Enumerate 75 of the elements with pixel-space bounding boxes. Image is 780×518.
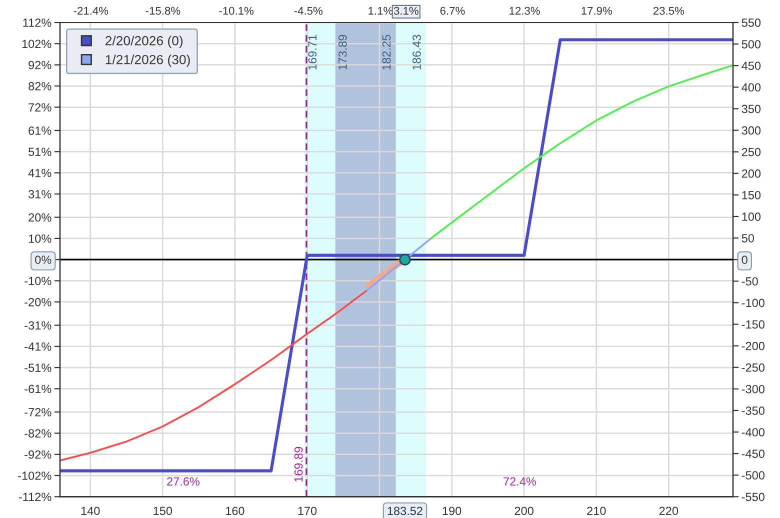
y-tick-label: 51%	[28, 148, 52, 156]
y2-tick-label: -500	[742, 471, 764, 480]
y2-tick-label: 250	[742, 148, 761, 156]
y2-tick-label: -350	[742, 406, 764, 415]
y2-tick-label: -100	[742, 298, 764, 308]
annotation: 72.4%	[504, 477, 536, 486]
y-tick-label: -10%	[24, 276, 52, 286]
y-tick-label: 61%	[28, 126, 52, 135]
y-tick-label: -20%	[24, 298, 52, 306]
y-tick-label: -102%	[18, 472, 52, 480]
x-tick-label: 190	[442, 506, 462, 516]
y-tick-label: 82%	[28, 82, 52, 90]
y-tick-label: -41%	[24, 342, 52, 351]
x2-tick-label: 1.1%	[368, 6, 393, 15]
y-tick-label: 10%	[28, 234, 52, 243]
y2-tick-label: 550	[742, 18, 761, 27]
x2-tick-label: 6.7%	[440, 6, 465, 15]
y2-tick-label: -400	[742, 428, 764, 436]
y-tick-label: 102%	[22, 40, 52, 48]
line-series	[431, 64, 733, 239]
x-tick-label: 220	[659, 506, 678, 516]
y2-tick-label: -250	[742, 363, 764, 372]
annotation: 27.6%	[167, 477, 200, 486]
x-tick-label: 160	[226, 506, 244, 516]
y2-tick-label: 350	[742, 104, 761, 114]
x2-tick-label: 3.1%	[394, 6, 418, 15]
y-tick-label: -61%	[24, 384, 52, 394]
x-tick-label: 170	[298, 506, 317, 516]
x2-tick-label: -21.4%	[74, 6, 108, 15]
annotation: 182.25	[382, 34, 391, 70]
annotation: 173.89	[338, 34, 347, 70]
x-tick-label: 200	[514, 506, 534, 516]
y2-tick-label: -50	[742, 277, 758, 286]
x-tick-label: 150	[154, 506, 172, 516]
y-tick-label: -51%	[24, 364, 52, 372]
y2-tick-label: 400	[742, 83, 761, 92]
y2-tick-label: -550	[742, 492, 764, 502]
y2-tick-label: 200	[742, 169, 761, 178]
y-tick-label: 41%	[28, 168, 52, 178]
annotation: 186.43	[412, 34, 421, 70]
y-tick-label: -82%	[24, 429, 52, 438]
x2-tick-label: -10.1%	[219, 6, 254, 15]
x2-tick-label: 12.3%	[510, 6, 540, 15]
legend-label: 2/20/2026 (0)	[106, 36, 183, 48]
y-tick-label: -72%	[24, 408, 52, 416]
x2-tick-label: -4.5%	[294, 6, 322, 15]
y-tick-label: -112%	[18, 492, 52, 502]
y2-tick-label: -300	[742, 384, 764, 394]
x2-tick-label: 17.9%	[582, 6, 612, 15]
y2-tick-label: -200	[742, 342, 764, 350]
y2-tick-label: 150	[742, 190, 761, 200]
y-tick-label: 72%	[28, 103, 52, 112]
x-tick-label: 210	[587, 506, 606, 516]
y2-tick-label: -450	[742, 450, 764, 458]
y2-tick-label: 450	[742, 62, 761, 70]
legend-label: 1/21/2026 (30)	[106, 54, 190, 67]
y-tick-label: -92%	[24, 450, 52, 459]
y-tick-label: 31%	[28, 190, 52, 198]
y-tick-label: 0%	[35, 256, 52, 264]
y2-tick-label: 300	[742, 126, 761, 135]
ref-line-label: 169.89	[294, 446, 303, 482]
x2-tick-label: -15.8%	[146, 6, 180, 15]
y2-tick-label: 500	[742, 40, 761, 48]
x-tick-label: 140	[81, 506, 100, 516]
y2-tick-label: 100	[742, 212, 761, 221]
x-tick-label: 183.52	[388, 506, 422, 516]
annotation: 169.71	[308, 34, 317, 70]
y2-tick-label: -150	[742, 320, 764, 329]
y-tick-label: 92%	[28, 60, 52, 70]
y-tick-label: -31%	[24, 321, 52, 330]
x2-tick-label: 23.5%	[653, 6, 684, 15]
y-tick-label: 20%	[28, 213, 52, 222]
y-tick-label: 112%	[23, 18, 52, 27]
y2-tick-label: 0	[742, 256, 748, 264]
y2-tick-label: 50	[742, 234, 754, 242]
